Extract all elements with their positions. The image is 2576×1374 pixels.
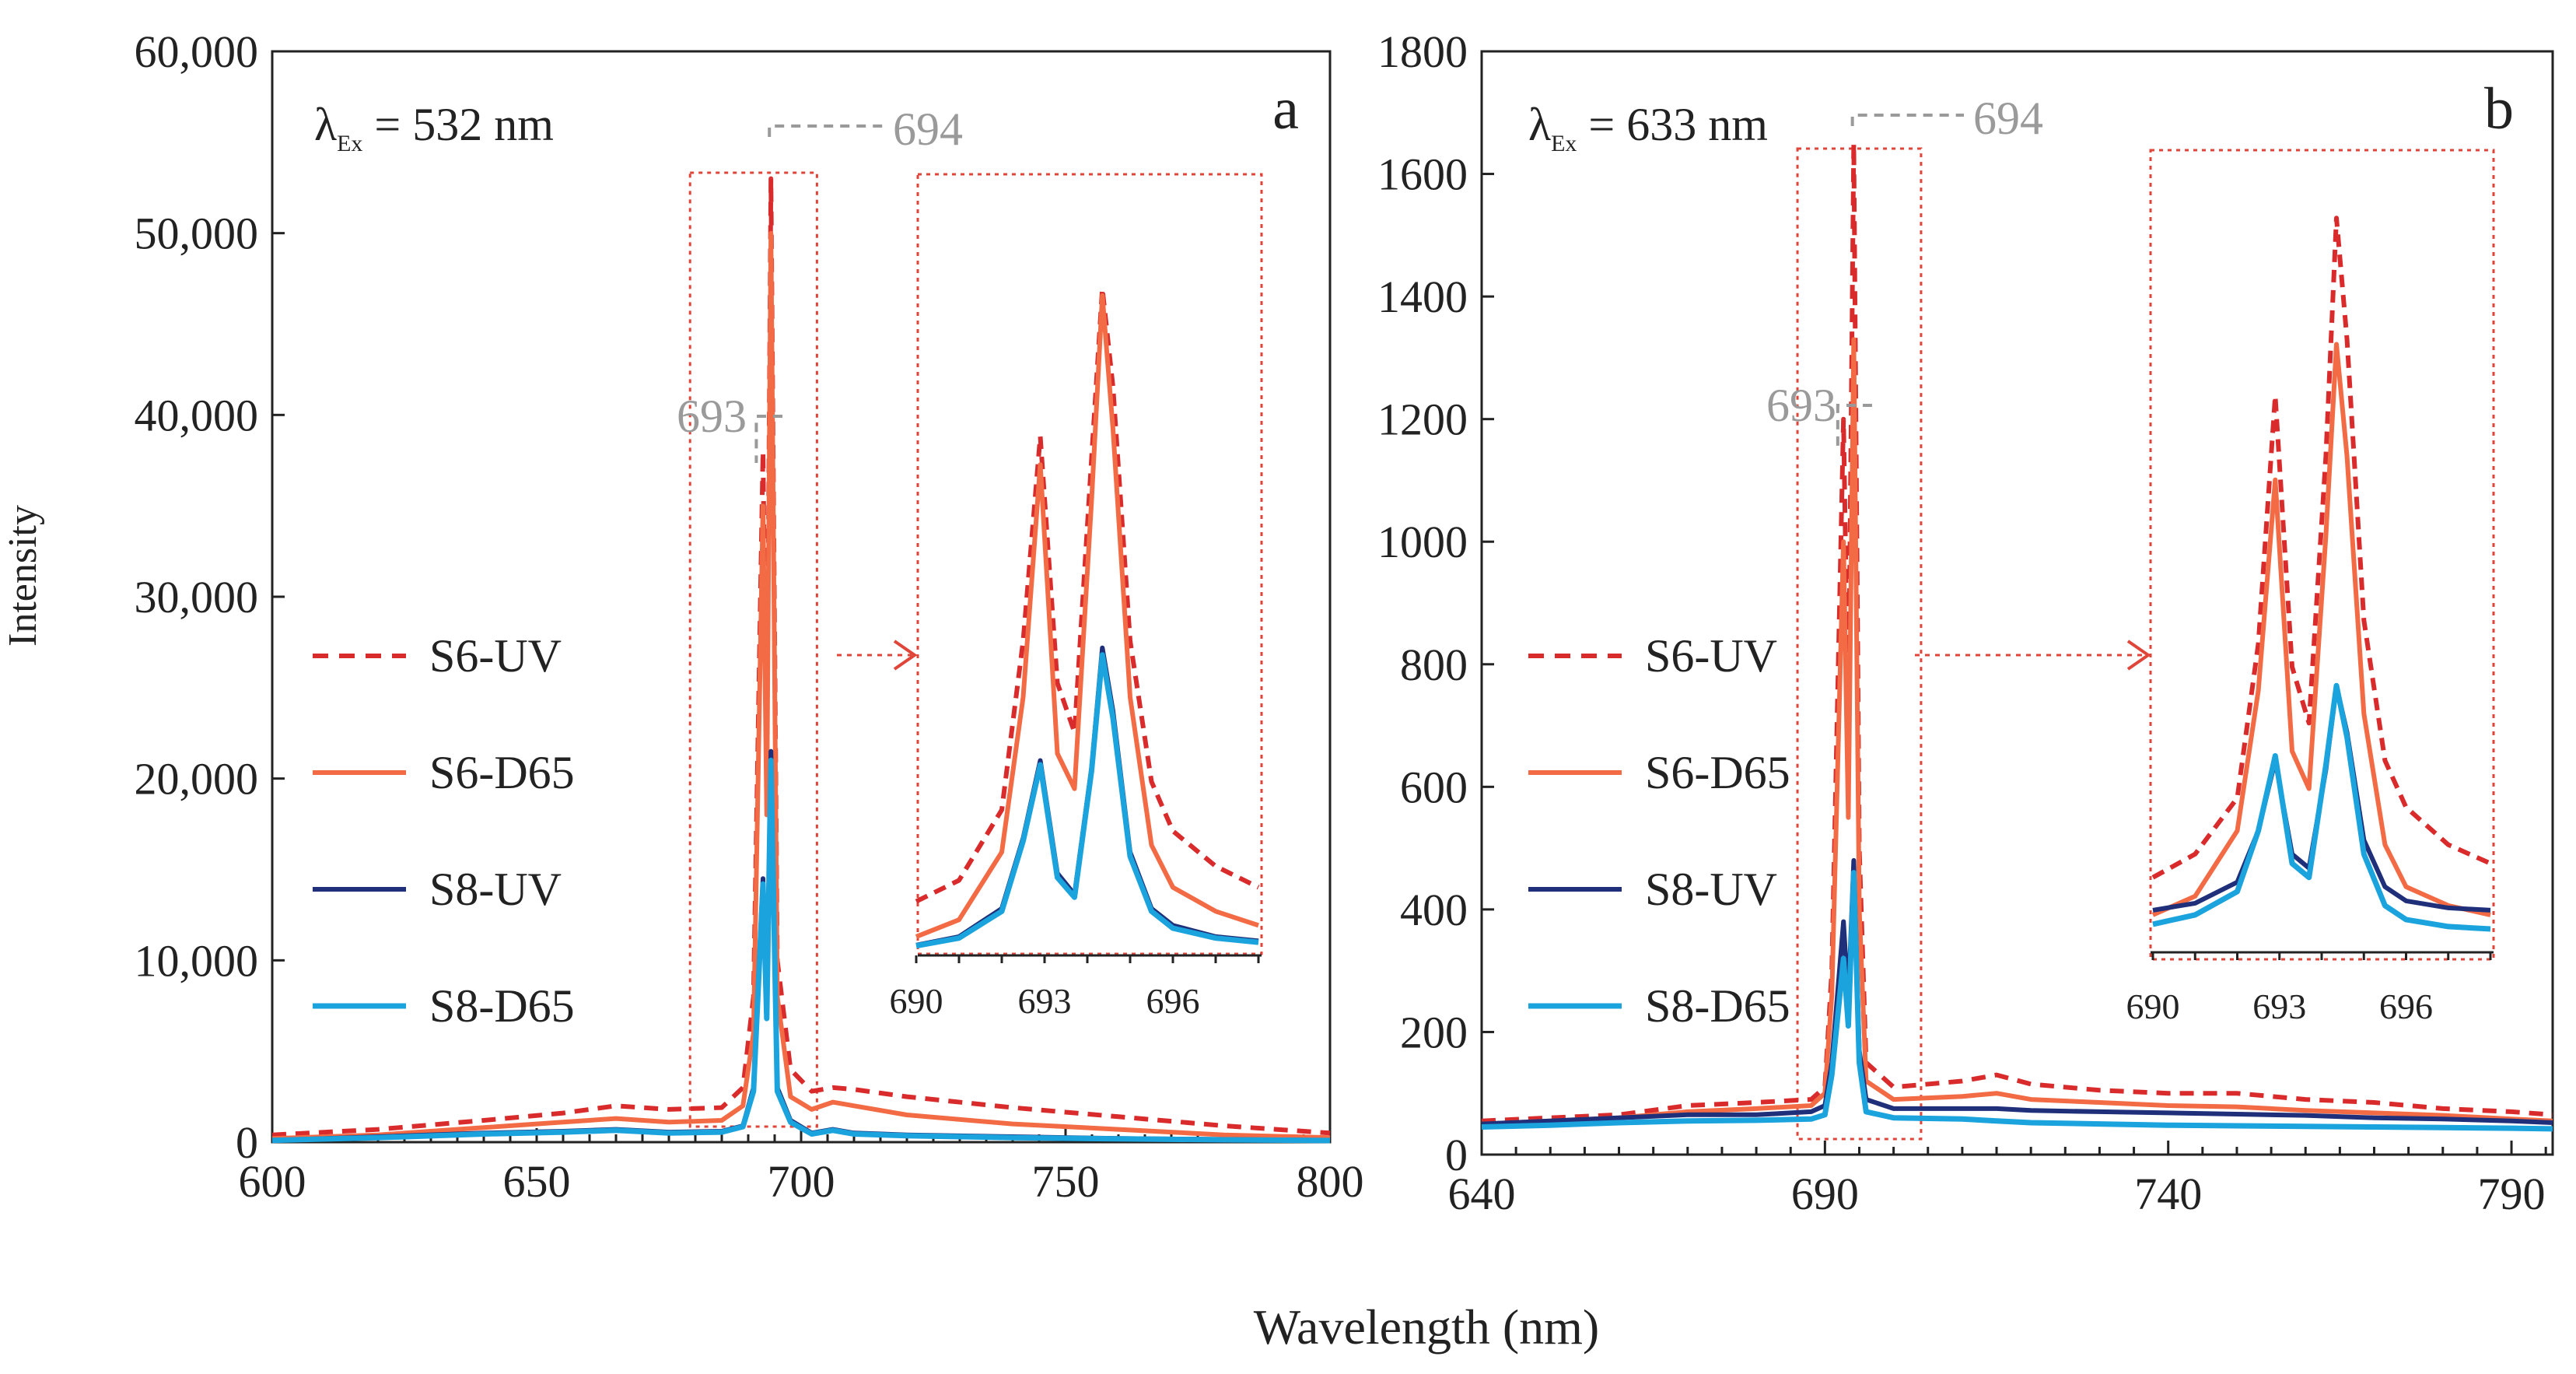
inset-x-tick-label: 690 (2126, 987, 2180, 1026)
y-tick-label: 1400 (1377, 272, 1468, 322)
y-tick-label: 800 (1400, 640, 1468, 690)
series-line-s6_d65 (1481, 337, 2553, 1127)
series-line-s6_uv (271, 176, 1331, 1137)
series-line-s8_d65 (1481, 870, 2553, 1132)
inset-x-tick-label: 693 (2252, 987, 2306, 1026)
y-tick-label: 0 (1445, 1130, 1468, 1180)
inset-x-tick-label: 693 (1018, 981, 1072, 1021)
annotation-694-label: 694 (1973, 93, 2043, 144)
annotation-693-label: 693 (1766, 380, 1836, 431)
y-tick-label: 1800 (1377, 26, 1468, 77)
y-tick-label: 30,000 (135, 572, 259, 622)
y-tick-label: 1200 (1377, 394, 1468, 445)
x-tick-label: 800 (1297, 1156, 1364, 1207)
excitation-value: = 633 nm (1577, 99, 1768, 150)
inset-series-line-s8_d65 (2152, 682, 2491, 932)
excitation-symbol: λ (314, 99, 337, 150)
annotation-694-leader (1850, 114, 1964, 126)
excitation-subscript: Ex (337, 131, 362, 156)
y-tick-label: 50,000 (135, 209, 259, 259)
y-tick-label: 20,000 (135, 754, 259, 804)
panel-a: 0 10,000 20,000 30,000 40,000 50,000 60,000 600… (135, 26, 1364, 1207)
panel-label: a (1272, 76, 1299, 142)
series-line-s8_d65 (271, 757, 1331, 1144)
panel-label: b (2484, 76, 2514, 142)
x-tick-label: 790 (2478, 1169, 2546, 1219)
excitation-subscript: Ex (1551, 131, 1577, 156)
annotation-694-leader (768, 124, 884, 137)
legend-label-s8_d65: S8-D65 (1645, 980, 1790, 1032)
annotation-693-leader (754, 415, 782, 463)
annotation-693-label: 693 (677, 391, 747, 442)
zoom-region-box (688, 171, 818, 1128)
legend-label-s6_d65: S6-D65 (1645, 747, 1790, 798)
legend-label-s8_d65: S8-D65 (429, 980, 575, 1032)
plot-frame (1480, 50, 2554, 1156)
y-tick-label: 1000 (1377, 517, 1468, 567)
legend-label-s6_uv: S6-UV (429, 630, 562, 682)
y-tick-label: 400 (1400, 885, 1468, 935)
zoom-arrow-head (893, 640, 918, 671)
inset-x-tick-label: 690 (890, 981, 943, 1021)
x-tick-label: 700 (768, 1156, 835, 1207)
legend-label-s6_uv: S6-UV (1645, 630, 1777, 682)
y-tick-label: 10,000 (135, 935, 259, 986)
y-tick-label: 0 (236, 1117, 258, 1168)
y-tick-label: 1600 (1377, 149, 1468, 200)
x-tick-label: 690 (1791, 1169, 1859, 1219)
inset-frame (2149, 149, 2495, 961)
y-axis-label: Intensity (1, 505, 45, 647)
legend-label-s8_uv: S8-UV (1645, 864, 1777, 915)
y-tick-label: 40,000 (135, 390, 259, 440)
inset-series-line-s6_uv (2151, 216, 2492, 880)
excitation-label: λEx = 532 nm (314, 99, 554, 156)
x-tick-label: 740 (2134, 1169, 2202, 1219)
annotation-694-label: 694 (893, 103, 963, 155)
y-tick-label: 60,000 (135, 26, 259, 77)
zoom-region-box (1796, 147, 1923, 1141)
panel-b: 0 200 400 600 800 1000 1200 1400 1600 1800 640 690 7… (1377, 26, 2554, 1219)
inset-series-line-s8_d65 (915, 652, 1259, 949)
series-line-s6_d65 (271, 230, 1331, 1141)
excitation-value: = 532 nm (362, 99, 554, 150)
y-tick-label: 600 (1400, 762, 1468, 812)
inset-x-tick-label: 696 (2379, 987, 2433, 1026)
y-tick-label: 200 (1400, 1007, 1468, 1057)
inset-x-tick-label: 696 (1146, 981, 1200, 1021)
inset-series-line-s6_d65 (915, 293, 1259, 939)
x-axis-label: Wavelength (nm) (1254, 1299, 1599, 1355)
zoom-arrow-head (2126, 640, 2151, 671)
excitation-label: λEx = 633 nm (1528, 99, 1768, 156)
x-tick-label: 600 (239, 1156, 306, 1207)
x-tick-label: 650 (503, 1156, 571, 1207)
excitation-symbol: λ (1528, 99, 1551, 150)
x-tick-label: 750 (1032, 1156, 1100, 1207)
legend-label-s6_d65: S6-D65 (429, 747, 575, 798)
legend-label-s8_uv: S8-UV (429, 864, 562, 915)
x-tick-label: 640 (1448, 1169, 1516, 1219)
inset-series-line-s6_d65 (2151, 342, 2491, 917)
annotation-693-leader (1836, 404, 1872, 452)
